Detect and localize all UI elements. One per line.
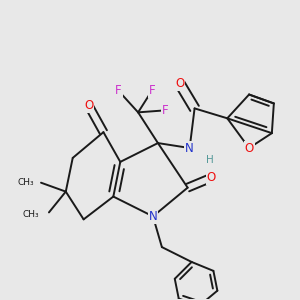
Text: H: H: [206, 155, 213, 165]
Text: CH₃: CH₃: [23, 210, 39, 219]
Text: O: O: [175, 77, 184, 90]
Text: F: F: [149, 84, 155, 97]
Text: N: N: [148, 210, 157, 223]
Text: CH₃: CH₃: [18, 178, 34, 187]
Text: F: F: [115, 84, 122, 97]
Text: O: O: [244, 142, 254, 154]
Text: O: O: [84, 99, 93, 112]
Text: N: N: [185, 142, 194, 154]
Text: F: F: [161, 104, 168, 117]
Text: O: O: [207, 171, 216, 184]
